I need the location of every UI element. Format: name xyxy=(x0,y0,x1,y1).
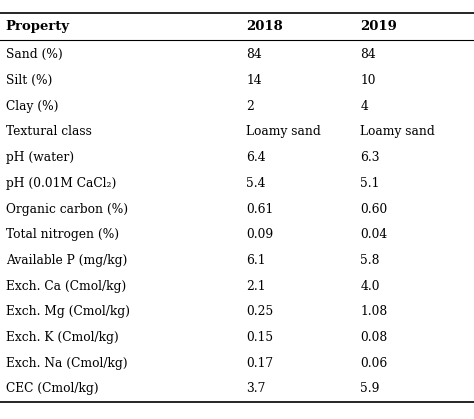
Text: Property: Property xyxy=(6,20,70,33)
Text: Exch. Mg (Cmol/kg): Exch. Mg (Cmol/kg) xyxy=(6,305,130,318)
Text: Silt (%): Silt (%) xyxy=(6,74,52,87)
Text: 6.3: 6.3 xyxy=(360,151,380,164)
Text: pH (water): pH (water) xyxy=(6,151,74,164)
Text: 0.61: 0.61 xyxy=(246,202,273,215)
Text: 3.7: 3.7 xyxy=(246,382,266,395)
Text: Textural class: Textural class xyxy=(6,125,91,139)
Text: 4: 4 xyxy=(360,100,368,113)
Text: Loamy sand: Loamy sand xyxy=(360,125,435,139)
Text: 0.09: 0.09 xyxy=(246,228,273,241)
Text: 6.1: 6.1 xyxy=(246,254,266,267)
Text: Exch. Na (Cmol/kg): Exch. Na (Cmol/kg) xyxy=(6,357,128,370)
Text: Sand (%): Sand (%) xyxy=(6,49,63,62)
Text: Total nitrogen (%): Total nitrogen (%) xyxy=(6,228,119,241)
Text: 2.1: 2.1 xyxy=(246,279,266,292)
Text: 84: 84 xyxy=(360,49,376,62)
Text: 1.08: 1.08 xyxy=(360,305,387,318)
Text: 84: 84 xyxy=(246,49,262,62)
Text: 5.4: 5.4 xyxy=(246,177,266,190)
Text: 6.4: 6.4 xyxy=(246,151,266,164)
Text: CEC (Cmol/kg): CEC (Cmol/kg) xyxy=(6,382,98,395)
Text: 0.06: 0.06 xyxy=(360,357,387,370)
Text: 5.1: 5.1 xyxy=(360,177,380,190)
Text: Available P (mg/kg): Available P (mg/kg) xyxy=(6,254,127,267)
Text: 0.17: 0.17 xyxy=(246,357,273,370)
Text: 0.08: 0.08 xyxy=(360,331,387,344)
Text: 2: 2 xyxy=(246,100,255,113)
Text: 0.60: 0.60 xyxy=(360,202,387,215)
Text: 0.25: 0.25 xyxy=(246,305,273,318)
Text: 4.0: 4.0 xyxy=(360,279,380,292)
Text: 14: 14 xyxy=(246,74,262,87)
Text: 0.15: 0.15 xyxy=(246,331,273,344)
Text: Exch. K (Cmol/kg): Exch. K (Cmol/kg) xyxy=(6,331,118,344)
Text: 0.04: 0.04 xyxy=(360,228,387,241)
Text: 2018: 2018 xyxy=(246,20,283,33)
Text: Clay (%): Clay (%) xyxy=(6,100,58,113)
Text: 5.8: 5.8 xyxy=(360,254,380,267)
Text: pH (0.01M CaCl₂): pH (0.01M CaCl₂) xyxy=(6,177,116,190)
Text: Organic carbon (%): Organic carbon (%) xyxy=(6,202,128,215)
Text: Exch. Ca (Cmol/kg): Exch. Ca (Cmol/kg) xyxy=(6,279,126,292)
Text: 2019: 2019 xyxy=(360,20,397,33)
Text: 10: 10 xyxy=(360,74,376,87)
Text: Loamy sand: Loamy sand xyxy=(246,125,321,139)
Text: 5.9: 5.9 xyxy=(360,382,380,395)
